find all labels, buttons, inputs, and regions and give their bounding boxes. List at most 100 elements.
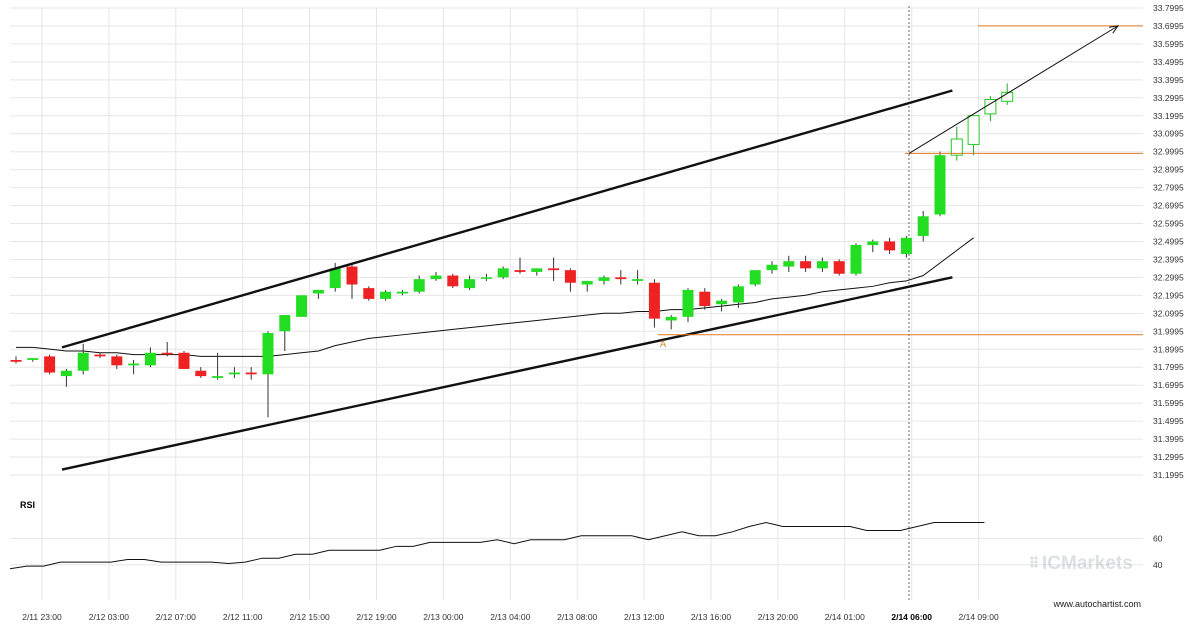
time-tick-label: 2/14 09:00 <box>959 612 999 622</box>
moving-average-layer <box>16 237 974 357</box>
candle <box>984 95 997 122</box>
candle <box>581 280 593 292</box>
candle-body <box>464 279 476 289</box>
time-tick-label: 2/13 16:00 <box>691 612 731 622</box>
projection-arrow-line <box>908 25 1119 154</box>
candle <box>615 270 627 285</box>
candle <box>514 257 526 274</box>
candle-body <box>766 264 778 271</box>
candle <box>430 271 442 281</box>
rsi-tick-label: 40 <box>1153 560 1163 570</box>
candle <box>144 347 156 368</box>
candle <box>447 273 459 289</box>
candle <box>783 255 795 272</box>
price-tick-label: 33.6995 <box>1153 21 1184 31</box>
time-tick-label: 2/11 23:00 <box>22 612 62 622</box>
price-tick-label: 33.2995 <box>1153 93 1184 103</box>
candle-body <box>195 370 207 377</box>
pattern-overlay: A <box>61 25 1143 471</box>
candle-body <box>212 376 224 378</box>
candle-body <box>598 277 610 281</box>
candle-body <box>178 352 190 369</box>
candle <box>296 295 308 317</box>
candle-body <box>296 295 308 317</box>
price-tick-label: 31.8995 <box>1153 344 1184 354</box>
candle <box>548 257 560 281</box>
price-tick-label: 31.9995 <box>1153 326 1184 336</box>
candle-body <box>10 359 22 362</box>
candle <box>464 275 476 290</box>
price-tick-label: 32.9995 <box>1153 147 1184 157</box>
candle <box>480 273 492 281</box>
candle-body <box>967 115 980 145</box>
candle <box>800 255 812 272</box>
candle-body <box>413 279 425 292</box>
dot-grid-icon <box>1030 556 1038 568</box>
price-tick-label: 31.5995 <box>1153 398 1184 408</box>
time-tick-label: 2/13 08:00 <box>557 612 597 622</box>
candles-layer <box>10 83 1014 418</box>
candle <box>279 315 291 351</box>
candle <box>648 279 660 328</box>
candle-body <box>682 289 694 317</box>
candle <box>598 275 610 285</box>
time-tick-label: 2/13 12:00 <box>624 612 664 622</box>
price-tick-label: 31.6995 <box>1153 380 1184 390</box>
candle-body <box>665 316 677 321</box>
candle-body <box>279 315 291 332</box>
time-tick-label: 2/12 15:00 <box>290 612 330 622</box>
price-tick-label: 31.7995 <box>1153 362 1184 372</box>
candle-body <box>632 279 644 281</box>
candle-body <box>648 282 660 319</box>
price-tick-label: 33.1995 <box>1153 111 1184 121</box>
candle <box>161 341 173 357</box>
candle-body <box>380 291 392 299</box>
time-tick-label: 2/12 19:00 <box>356 612 396 622</box>
candle-body <box>77 352 89 371</box>
time-tick-label: 2/12 03:00 <box>89 612 129 622</box>
candle-body <box>564 270 576 283</box>
price-tick-label: 32.4995 <box>1153 237 1184 247</box>
candle-body <box>816 261 828 269</box>
candle-body <box>749 270 761 285</box>
price-tick-label: 33.5995 <box>1153 39 1184 49</box>
time-tick-label: 2/13 04:00 <box>490 612 530 622</box>
candle <box>816 257 828 272</box>
candle <box>867 239 879 253</box>
rsi-line <box>9 522 985 570</box>
candle-body <box>615 277 627 280</box>
price-tick-label: 32.8995 <box>1153 165 1184 175</box>
candle <box>884 237 896 254</box>
moving-average-line <box>16 237 974 357</box>
candle <box>413 275 425 294</box>
candle <box>833 259 845 276</box>
candle <box>44 354 56 375</box>
candle-body <box>581 280 593 285</box>
rsi-panel <box>9 522 985 570</box>
rsi-label: RSI <box>20 500 35 510</box>
candle-body <box>396 291 408 294</box>
candle-body <box>716 300 728 305</box>
candle <box>1001 83 1014 105</box>
channel-lower-line <box>61 276 953 471</box>
price-tick-label: 31.3995 <box>1153 434 1184 444</box>
candle <box>77 343 89 375</box>
candle <box>665 315 677 330</box>
candle <box>195 367 207 378</box>
candle-body <box>161 352 173 355</box>
site-watermark: www.autochartist.com <box>1052 599 1141 609</box>
candle-body <box>94 354 106 357</box>
candle-body <box>833 261 845 274</box>
candle <box>10 356 22 364</box>
price-tick-label: 32.3995 <box>1153 254 1184 264</box>
candle-body <box>346 266 358 285</box>
candle-body <box>699 291 711 307</box>
candle-body <box>329 268 341 289</box>
price-tick-label: 32.7995 <box>1153 183 1184 193</box>
rsi-tick-label: 60 <box>1153 533 1163 543</box>
price-tick-label: 33.0995 <box>1153 129 1184 139</box>
arrow-head-icon <box>1109 25 1120 34</box>
candle-body <box>363 288 375 299</box>
candle <box>262 331 274 418</box>
